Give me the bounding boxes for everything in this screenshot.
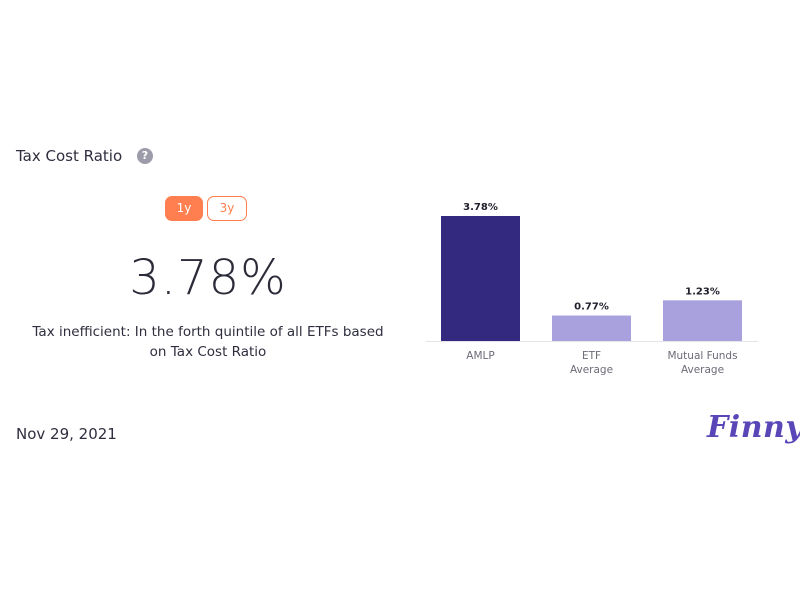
bar-2[interactable]	[663, 300, 742, 341]
help-icon[interactable]: ?	[137, 148, 153, 164]
bar-value-label-0: 3.78%	[463, 202, 498, 213]
as-of-date: Nov 29, 2021	[16, 425, 117, 443]
tax-efficiency-description: Tax inefficient: In the forth quintile o…	[32, 324, 384, 360]
category-label-1-0: ETF	[582, 350, 601, 362]
category-label-0-0: AMLP	[466, 350, 494, 362]
bar-1[interactable]	[552, 315, 631, 341]
category-label-2-0: Mutual Funds	[667, 350, 737, 362]
bar-0[interactable]	[441, 216, 520, 341]
widget-title: Tax Cost Ratio	[16, 147, 123, 165]
tax-cost-ratio-value: 3.78%	[129, 250, 287, 306]
category-label-1-1: Average	[570, 364, 613, 376]
bar-value-label-2: 1.23%	[685, 286, 720, 297]
bar-value-label-1: 0.77%	[574, 302, 609, 313]
period-3y-button[interactable]: 3y	[207, 196, 247, 221]
period-1y-button[interactable]: 1y	[165, 196, 203, 221]
finny-logo: Finny	[707, 410, 800, 445]
category-label-2-1: Average	[681, 364, 724, 376]
